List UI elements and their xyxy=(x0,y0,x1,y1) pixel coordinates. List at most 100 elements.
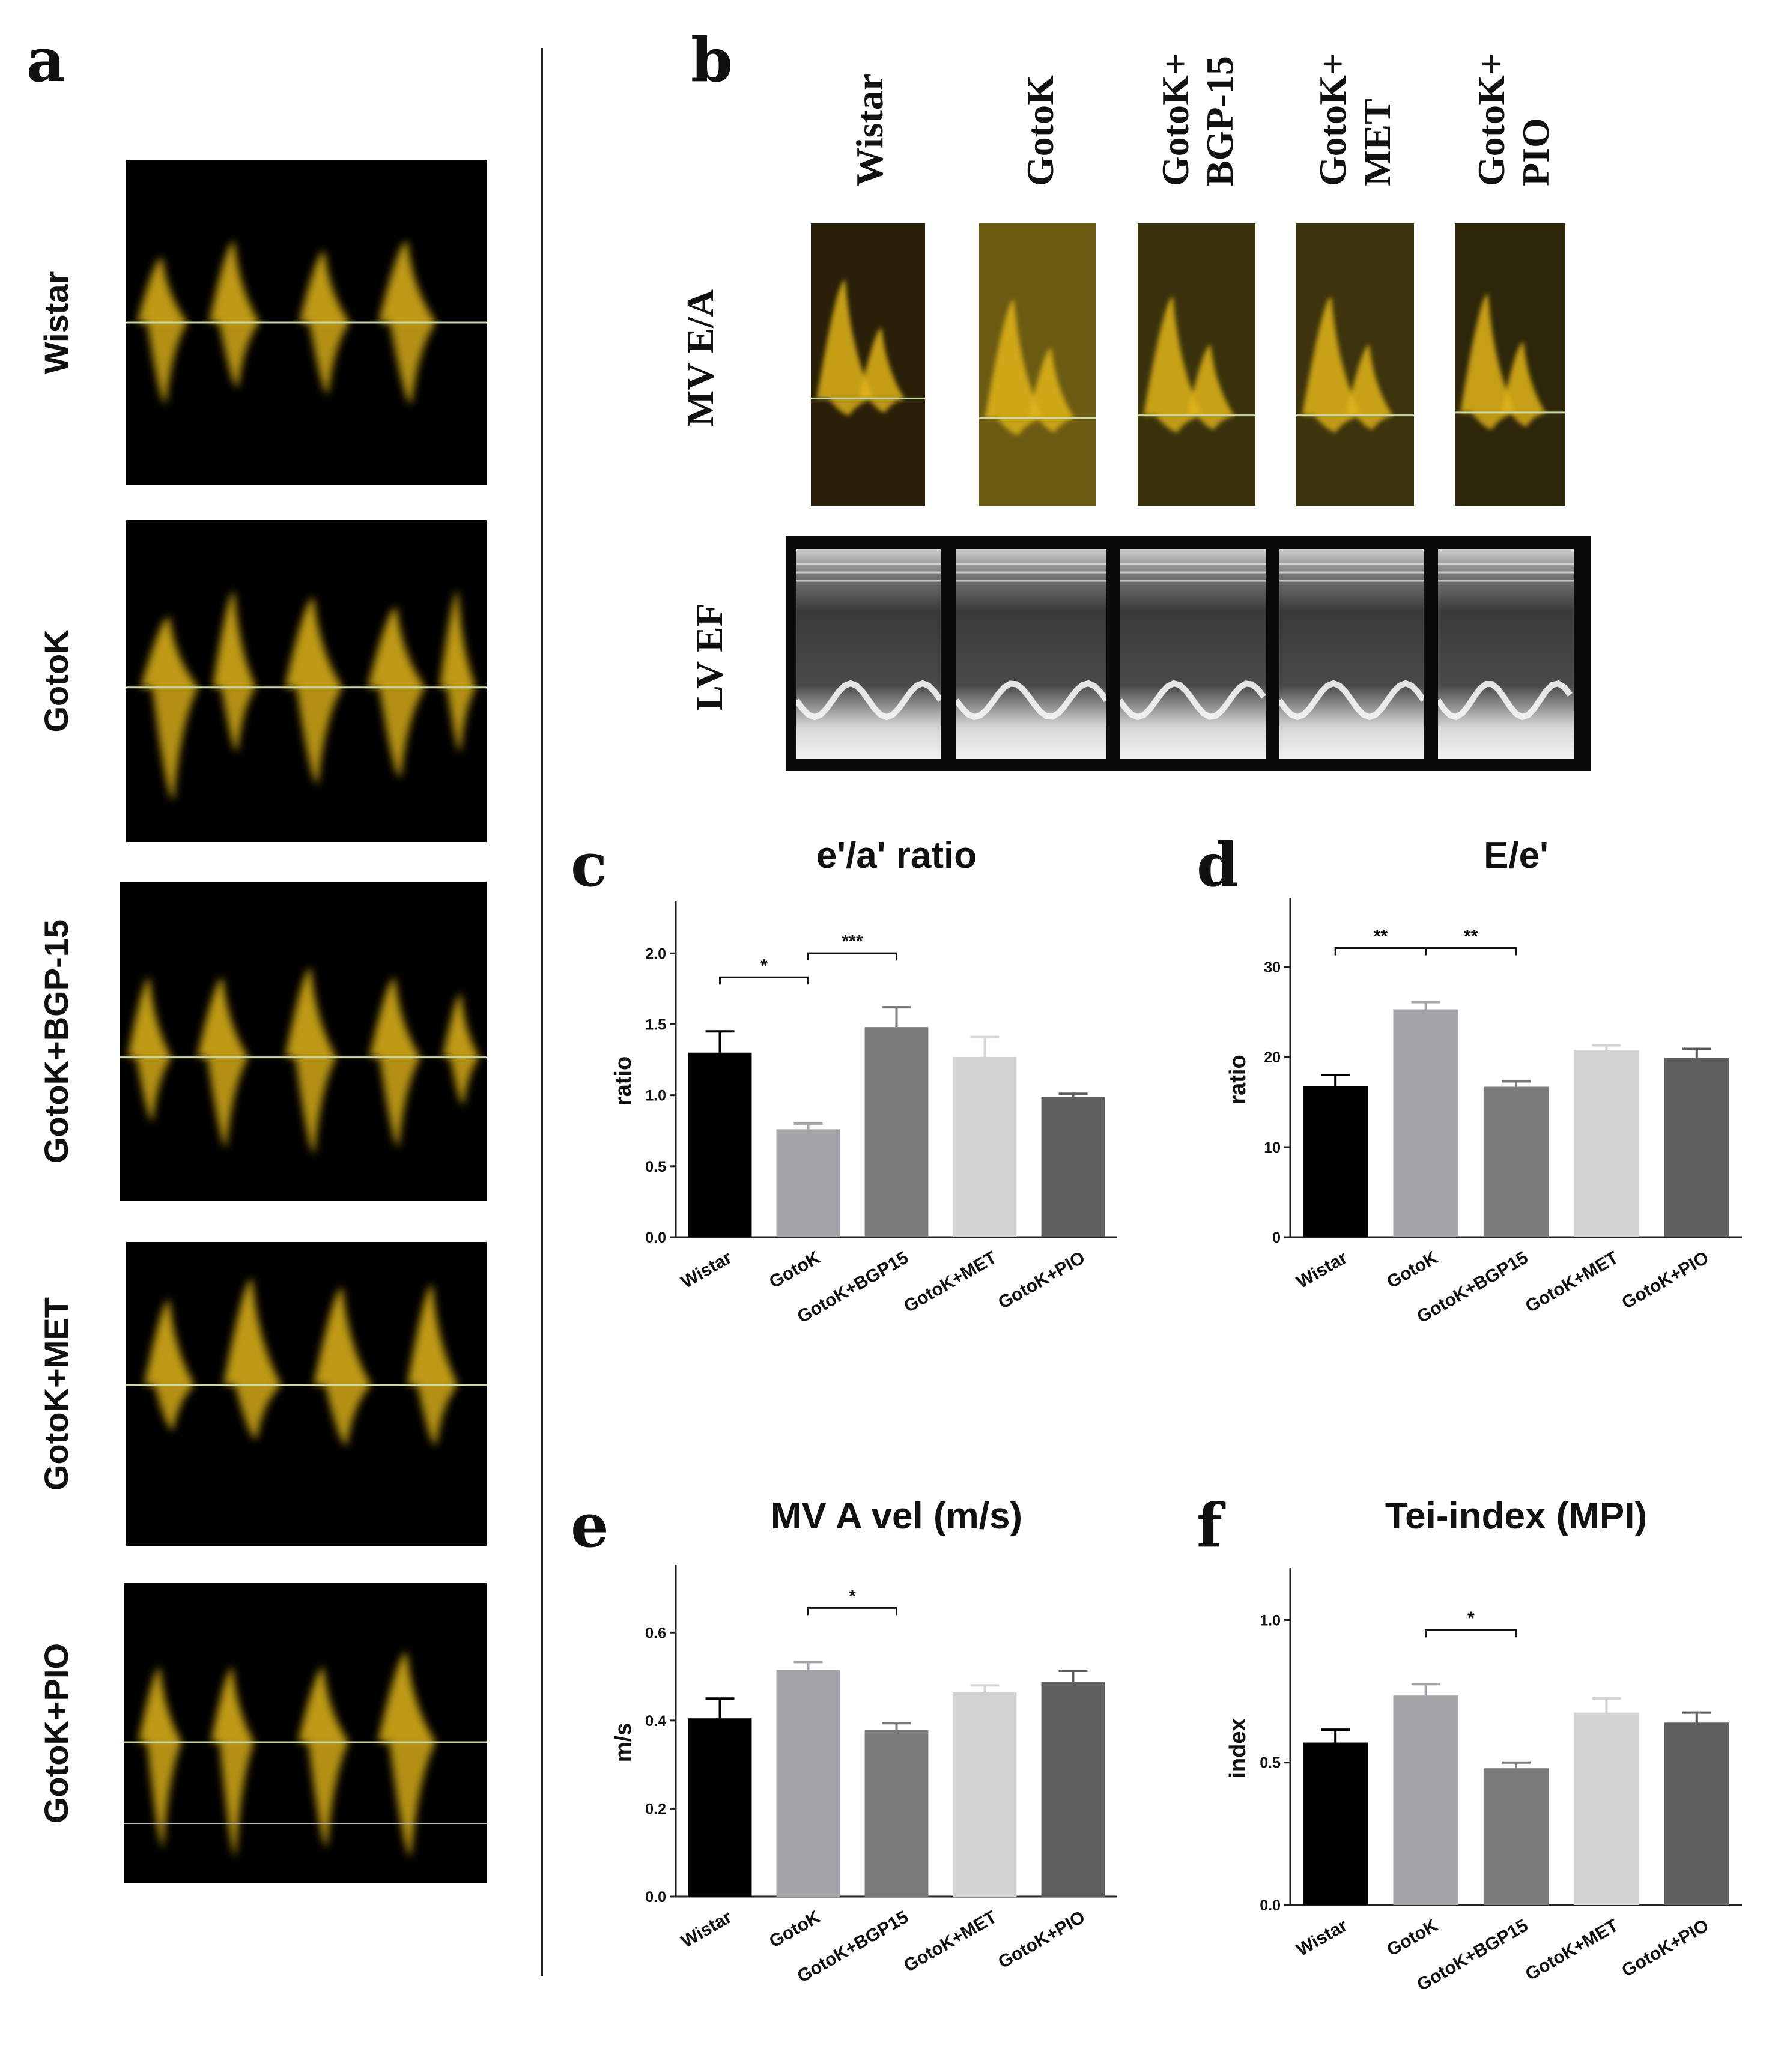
x-category-label: GotoK+PIO xyxy=(995,1247,1088,1313)
y-tick-label: 0.0 xyxy=(1260,1897,1281,1914)
y-tick-label: 1.5 xyxy=(645,1016,666,1033)
doppler-trace-image xyxy=(124,1583,487,1883)
panel-a-letter: a xyxy=(26,25,65,95)
mv-ea-doppler-image xyxy=(1455,223,1565,506)
panel-a-row-label: GotoK+PIO xyxy=(37,1643,75,1824)
bar xyxy=(1664,1058,1729,1237)
panel-a-row-label: GotoK+MET xyxy=(37,1297,75,1491)
bar xyxy=(776,1670,840,1897)
bar-chart-c: e'/a' ratio 0.0 0.5 1.0 1.5 2.0 ratio Wistar Got… xyxy=(611,835,1117,1327)
x-category-label: GotoK xyxy=(766,1247,824,1292)
bar xyxy=(1483,1086,1549,1237)
y-tick-label: 0.4 xyxy=(645,1713,666,1730)
x-category-label: GotoK+MET xyxy=(900,1907,1000,1976)
mmode-echo-image xyxy=(1120,549,1266,759)
doppler-trace-image xyxy=(811,223,925,506)
panel-b-column-label: GotoK+ MET xyxy=(1311,53,1398,186)
doppler-trace-image xyxy=(126,160,487,485)
bar xyxy=(953,1056,1017,1237)
x-category-label: GotoK+PIO xyxy=(1619,1915,1713,1981)
mv-ea-doppler-image xyxy=(1296,223,1414,506)
mmode-echo-image xyxy=(1279,549,1424,759)
y-tick-label: 20 xyxy=(1264,1049,1281,1066)
doppler-panel-a-5 xyxy=(124,1583,487,1883)
y-tick-label: 10 xyxy=(1264,1139,1281,1156)
panel-divider xyxy=(541,48,543,1976)
y-tick-label: 0.2 xyxy=(645,1801,666,1817)
panel-a-row-label: GotoK+BGP-15 xyxy=(37,919,75,1164)
y-tick-label: 0.5 xyxy=(1260,1755,1281,1772)
y-axis-label: ratio xyxy=(1225,1055,1251,1104)
doppler-trace-image xyxy=(1138,223,1255,506)
y-tick-label: 0.6 xyxy=(645,1625,666,1641)
mv-ea-doppler-image xyxy=(811,223,925,506)
bar xyxy=(1664,1722,1729,1905)
doppler-trace-image xyxy=(126,1242,487,1546)
chart-panel-letter: d xyxy=(1197,829,1239,900)
y-tick-label: 1.0 xyxy=(645,1088,666,1104)
mv-ea-row-label: MV E/A xyxy=(679,289,721,427)
chart-title: MV A vel (m/s) xyxy=(771,1495,1022,1537)
doppler-panel-a-1 xyxy=(126,160,487,485)
bar xyxy=(688,1718,752,1897)
bar xyxy=(1483,1768,1549,1905)
x-category-label: GotoK xyxy=(766,1907,824,1952)
bar xyxy=(1393,1009,1458,1237)
mmode-echo-image xyxy=(956,549,1106,759)
chart-title: e'/a' ratio xyxy=(816,835,977,876)
doppler-trace-image xyxy=(1455,223,1565,506)
y-axis-label: ratio xyxy=(611,1056,636,1106)
chart-panel-letter: e xyxy=(571,1490,609,1561)
significance-bracket xyxy=(1425,947,1517,956)
y-tick-label: 30 xyxy=(1264,959,1281,976)
significance-label: * xyxy=(760,956,768,975)
bar xyxy=(1574,1712,1639,1905)
y-tick-label: 0 xyxy=(1272,1229,1281,1246)
x-category-label: GotoK+PIO xyxy=(1619,1247,1713,1313)
panel-a-row-label: GotoK xyxy=(37,629,75,733)
doppler-trace-image xyxy=(979,223,1096,506)
significance-bracket xyxy=(807,1607,897,1616)
bar xyxy=(1393,1695,1458,1905)
doppler-trace-image xyxy=(126,520,487,842)
chart-title: E/e' xyxy=(1484,835,1549,876)
panel-a-row-label: Wistar xyxy=(37,271,75,374)
y-tick-label: 0.0 xyxy=(645,1889,666,1906)
doppler-panel-a-2 xyxy=(126,520,487,842)
bar xyxy=(1303,1742,1368,1905)
x-category-label: Wistar xyxy=(678,1247,735,1292)
x-category-label: Wistar xyxy=(1293,1915,1351,1960)
bar xyxy=(1041,1682,1105,1897)
panel-b-letter: b xyxy=(691,25,733,95)
chart-title: Tei-index (MPI) xyxy=(1385,1495,1647,1537)
significance-label: * xyxy=(849,1586,856,1606)
panel-b-column-label: GotoK+ PIO xyxy=(1470,53,1557,186)
bar xyxy=(1303,1086,1368,1237)
significance-label: ** xyxy=(1374,927,1388,947)
mmode-echo-image xyxy=(796,549,941,759)
y-tick-label: 0.5 xyxy=(645,1159,666,1175)
bar xyxy=(1041,1097,1105,1237)
x-category-label: GotoK+MET xyxy=(900,1247,1000,1316)
significance-label: * xyxy=(1467,1608,1475,1628)
doppler-trace-image xyxy=(120,882,487,1201)
bar xyxy=(864,1027,929,1237)
significance-label: ** xyxy=(1464,927,1478,947)
doppler-trace-image xyxy=(1296,223,1414,506)
panel-b-column-label: GotoK xyxy=(1019,75,1062,186)
x-category-label: Wistar xyxy=(678,1907,735,1951)
bar xyxy=(953,1692,1017,1897)
lv-ef-row-label: LV EF xyxy=(688,603,730,711)
bar xyxy=(864,1730,929,1897)
lv-ef-mmode-image xyxy=(1438,549,1574,759)
doppler-panel-a-3 xyxy=(120,882,487,1201)
significance-bracket xyxy=(1425,1629,1517,1638)
lv-ef-mmode-image xyxy=(1120,549,1266,759)
mv-ea-doppler-image xyxy=(979,223,1096,506)
chart-panel-letter: f xyxy=(1197,1490,1223,1561)
chart-panel-letter: c xyxy=(571,829,607,900)
y-tick-label: 2.0 xyxy=(645,945,666,962)
lv-ef-mmode-image xyxy=(956,549,1106,759)
x-category-label: GotoK xyxy=(1383,1915,1441,1960)
